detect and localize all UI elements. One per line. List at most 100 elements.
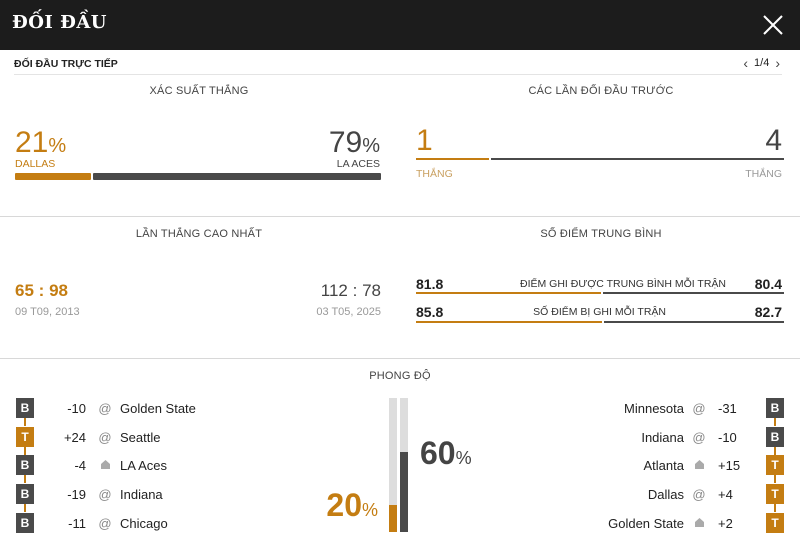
result-badge: B: [766, 427, 784, 447]
win-prob-left-value: 21: [15, 126, 49, 159]
h2h-left-label: THẮNG: [416, 168, 453, 180]
pct-sign: %: [455, 448, 472, 468]
biggest-win-label: LẦN THẮNG CAO NHẤT: [135, 228, 263, 240]
venue: @: [688, 401, 710, 416]
avg-points-label: SỐ ĐIỂM TRUNG BÌNH: [540, 228, 662, 240]
score-b: 78: [362, 281, 381, 300]
form-connector: [24, 475, 26, 483]
away-icon: @: [98, 400, 112, 416]
result-badge: T: [766, 513, 784, 533]
result-badge: B: [766, 398, 784, 418]
form-connector: [774, 418, 776, 426]
h2h-right-bar: [491, 158, 784, 160]
away-icon: @: [98, 486, 112, 502]
form-connector: [774, 504, 776, 512]
opponent: Indiana: [120, 486, 163, 502]
form-connector: [24, 504, 26, 512]
result-badge: B: [16, 484, 34, 504]
point-diff: -10: [67, 400, 86, 416]
form-connector: [774, 447, 776, 455]
avg-caption: SỐ ĐIỂM BỊ GHI MỖI TRẬN: [533, 306, 666, 318]
venue: @: [94, 487, 116, 502]
biggest-win-left-score: 65 : 98: [15, 281, 68, 301]
section-subtitle: ĐỐI ĐẦU TRỰC TIẾP: [14, 58, 118, 70]
pager: ‹ 1/4 ›: [743, 56, 780, 70]
opponent: LA Aces: [120, 457, 167, 473]
avg-left-value: 85.8: [416, 304, 444, 320]
score-a: 65: [15, 281, 34, 300]
score-a: 112: [320, 281, 348, 300]
form-left-row: B -4 LA Aces: [16, 454, 167, 476]
win-prob-right-bar: [93, 173, 381, 180]
form-left-pct: 20%: [326, 487, 378, 524]
h2h-left-bar: [416, 158, 489, 160]
form-left-row: B -19 @ Indiana: [16, 483, 163, 505]
divider: [0, 358, 800, 359]
opponent: Golden State: [608, 515, 684, 531]
point-diff: -19: [67, 486, 86, 502]
form-right-vbar: [400, 452, 408, 532]
score-sep: :: [352, 281, 358, 300]
close-icon[interactable]: [762, 14, 784, 36]
win-prob-label: XÁC SUẤT THẮNG: [149, 85, 249, 97]
biggest-win-left-date: 09 T09, 2013: [15, 306, 80, 318]
form-right-row: Golden State +2 T: [608, 512, 784, 534]
point-diff: +24: [63, 429, 86, 445]
venue: [688, 516, 710, 531]
venue: @: [688, 487, 710, 502]
win-prob-right-value: 79: [328, 126, 363, 159]
avg-left-value: 81.8: [416, 276, 444, 292]
venue: [688, 458, 710, 473]
score-sep: :: [38, 281, 45, 300]
venue: @: [94, 430, 116, 445]
avg-right-value: 82.7: [754, 304, 782, 320]
form-connector: [774, 475, 776, 483]
result-badge: T: [16, 427, 34, 447]
opponent: Minnesota: [624, 400, 684, 416]
score-b: 98: [49, 281, 68, 300]
away-icon: @: [692, 400, 706, 416]
result-badge: B: [16, 513, 34, 533]
venue: @: [94, 401, 116, 416]
divider: [0, 216, 800, 217]
win-prob-left: 21%: [15, 126, 66, 160]
h2h-right-label: THẮNG: [745, 168, 782, 180]
opponent: Seattle: [120, 429, 161, 445]
point-diff: -4: [74, 457, 86, 473]
win-prob-right: 79%: [329, 126, 380, 160]
biggest-win-right-score: 112 : 78: [321, 281, 381, 301]
point-diff: -10: [718, 429, 737, 445]
form-label: PHONG ĐỘ: [369, 370, 431, 382]
avg-right-bar: [604, 321, 784, 323]
avg-caption: ĐIỂM GHI ĐƯỢC TRUNG BÌNH MỖI TRẬN: [519, 278, 726, 290]
form-connector: [24, 418, 26, 426]
chevron-right-icon[interactable]: ›: [775, 55, 780, 71]
opponent: Chicago: [120, 515, 168, 531]
away-icon: @: [692, 429, 706, 445]
opponent: Dallas: [647, 486, 684, 502]
avg-right-bar: [603, 292, 784, 294]
opponent: Indiana: [641, 429, 684, 445]
point-diff: +15: [718, 457, 741, 473]
point-diff: -31: [718, 400, 737, 416]
home-icon: [694, 458, 705, 473]
venue: @: [688, 430, 710, 445]
form-left-vbar: [389, 505, 397, 532]
venue: @: [94, 516, 116, 531]
win-prob-left-team: DALLAS: [15, 158, 56, 170]
avg-left-bar: [416, 321, 602, 323]
form-connector: [24, 447, 26, 455]
avg-right-value: 80.4: [754, 276, 782, 292]
point-diff: +2: [718, 515, 733, 531]
win-prob-right-team: LA ACES: [336, 158, 380, 170]
form-left-row: T +24 @ Seattle: [16, 426, 160, 448]
away-icon: @: [692, 486, 706, 502]
form-left-row: B -11 @ Chicago: [16, 512, 168, 534]
venue: [94, 458, 116, 473]
home-icon: [100, 458, 111, 473]
result-badge: B: [16, 398, 34, 418]
page-title: ĐỐI ĐẦU: [12, 12, 107, 33]
divider: [14, 74, 782, 75]
h2h-label: CÁC LẦN ĐỐI ĐẦU TRƯỚC: [528, 85, 674, 97]
chevron-left-icon[interactable]: ‹: [743, 55, 749, 71]
